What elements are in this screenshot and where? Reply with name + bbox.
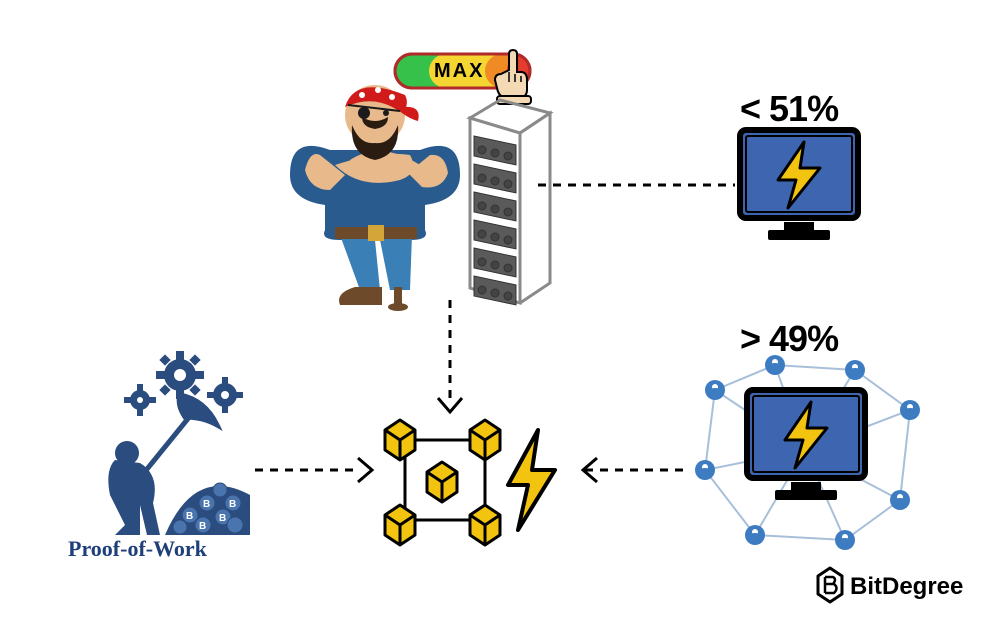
diagram-canvas: B B B B B BitDegree < 51% > 49% MAX Proo… [0,0,1000,621]
lightning-icon [508,430,555,530]
svg-text:BitDegree: BitDegree [850,573,963,600]
svg-text:B: B [229,499,236,510]
cube [427,462,457,502]
svg-text:B: B [199,521,206,532]
cube [470,505,500,545]
percent-49-label: > 49% [740,318,838,360]
cube [470,420,500,460]
pow-label: Proof-of-Work [68,536,207,562]
network-49-group [695,355,920,550]
cube [385,420,415,460]
pow-miner: B B B B B [108,351,250,535]
bitdegree-logo: BitDegree [818,568,963,602]
server-rack [470,100,550,305]
svg-text:B: B [219,513,226,524]
max-label: MAX [434,60,484,83]
pirate-character [290,85,460,311]
svg-text:B: B [203,499,210,510]
monitor-51 [740,130,858,240]
monitor-49 [747,390,865,500]
diagram-svg: B B B B B BitDegree [0,0,1000,621]
cube [385,505,415,545]
svg-text:B: B [186,511,193,522]
percent-51-label: < 51% [740,88,838,130]
blockchain-cubes [385,420,555,545]
